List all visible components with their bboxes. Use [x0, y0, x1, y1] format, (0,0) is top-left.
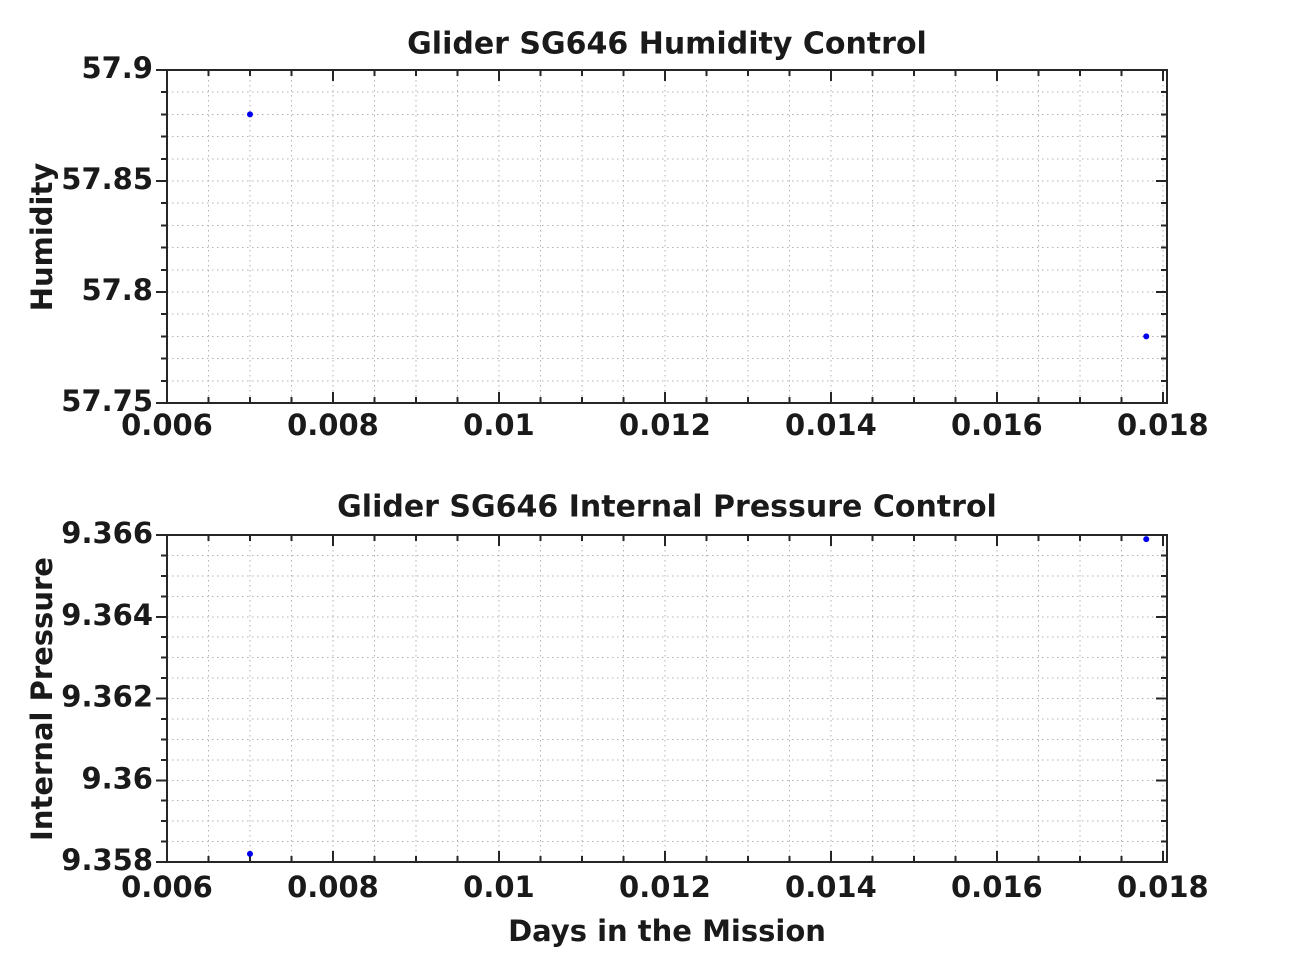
y-tick-label: 9.358 — [61, 843, 153, 877]
axes-box — [166, 69, 1168, 404]
x-tick-label: 0.012 — [619, 408, 711, 442]
x-tick-label: 0.012 — [619, 870, 711, 904]
data-point — [1143, 536, 1150, 543]
x-tick-label: 0.018 — [1117, 870, 1209, 904]
x-tick-label: 0.016 — [951, 408, 1043, 442]
x-tick-label: 0.01 — [463, 870, 535, 904]
x-tick-label: 0.01 — [463, 408, 535, 442]
y-tick-label: 9.36 — [81, 761, 153, 795]
x-tick-label: 0.006 — [121, 870, 213, 904]
x-tick-label: 0.008 — [287, 408, 379, 442]
x-tick-label: 0.008 — [287, 870, 379, 904]
axes-box — [166, 534, 1168, 863]
y-tick-label: 57.9 — [81, 51, 153, 85]
x-axis-label: Days in the Mission — [508, 914, 826, 948]
y-tick-label: 57.85 — [61, 162, 153, 196]
y-tick-label: 9.364 — [61, 598, 153, 632]
data-point — [246, 850, 253, 857]
y-tick-label: 9.366 — [61, 516, 153, 550]
pressure-plot-title: Glider SG646 Internal Pressure Control — [337, 489, 997, 525]
pressure-y-axis-label: Internal Pressure — [25, 557, 59, 841]
y-tick-label: 57.8 — [81, 273, 153, 307]
x-tick-label: 0.006 — [121, 408, 213, 442]
x-tick-label: 0.014 — [785, 870, 877, 904]
x-tick-label: 0.018 — [1117, 408, 1209, 442]
humidity-y-axis-label: Humidity — [25, 162, 59, 312]
x-tick-label: 0.014 — [785, 408, 877, 442]
x-tick-label: 0.016 — [951, 870, 1043, 904]
data-point — [246, 111, 253, 118]
y-tick-label: 57.75 — [61, 384, 153, 418]
humidity-plot-title: Glider SG646 Humidity Control — [407, 26, 927, 62]
data-point — [1143, 333, 1150, 340]
y-tick-label: 9.362 — [61, 680, 153, 714]
